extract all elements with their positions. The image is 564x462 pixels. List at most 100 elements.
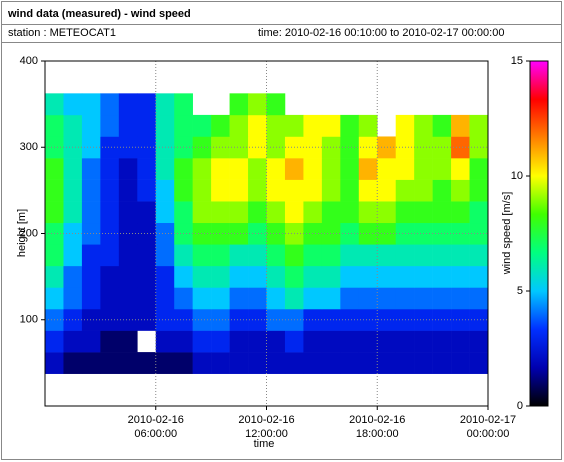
heatmap-cell: [63, 93, 83, 116]
heatmap-cell: [81, 179, 101, 202]
heatmap-cell: [174, 93, 193, 116]
heatmap-cell: [63, 352, 83, 374]
y-tick-label: 200: [20, 227, 38, 239]
heatmap-cell: [266, 244, 286, 267]
heatmap-cell: [137, 201, 157, 224]
heatmap-cell: [63, 114, 83, 137]
heatmap-cell: [100, 265, 120, 288]
heatmap-cell: [229, 265, 249, 288]
heatmap-cell: [137, 244, 157, 267]
heatmap-cell: [248, 201, 267, 224]
heatmap-cell: [81, 114, 101, 137]
heatmap-cell: [63, 179, 83, 202]
heatmap-cell: [137, 136, 157, 159]
heatmap-cell: [303, 352, 323, 374]
heatmap-cell: [358, 244, 378, 267]
heatmap-cell: [81, 330, 101, 353]
heatmap-cell: [63, 265, 83, 288]
heatmap-cell: [321, 114, 341, 137]
colorbar: [529, 60, 549, 407]
heatmap-cell: [137, 179, 157, 202]
heatmap-cell: [174, 352, 193, 374]
heatmap-cell: [174, 179, 193, 202]
heatmap-cell: [266, 330, 286, 353]
heatmap-cell: [192, 330, 212, 353]
heatmap-cell: [321, 201, 341, 224]
heatmap-cell: [358, 114, 378, 137]
heatmap-cell: [432, 265, 452, 288]
station: station : METEOCAT1: [8, 27, 116, 39]
heatmap-cell: [192, 308, 212, 331]
heatmap-cell: [414, 330, 433, 353]
heatmap-cell: [45, 179, 64, 202]
heatmap-cell: [266, 114, 286, 137]
heatmap-cell: [266, 158, 286, 180]
heatmap-cell: [469, 222, 489, 245]
heatmap-cell: [414, 287, 433, 310]
heatmap-cell: [358, 308, 378, 331]
heatmap-cell: [100, 287, 120, 310]
heatmap-cell: [229, 308, 249, 331]
heatmap-cell: [432, 179, 452, 202]
heatmap-cell: [192, 201, 212, 224]
heatmap-cell: [469, 201, 489, 224]
plot-border: [44, 60, 489, 407]
heatmap-cell: [118, 244, 138, 267]
heatmap-cell: [45, 244, 64, 267]
heatmap-cell: [192, 265, 212, 288]
heatmap-cell: [451, 265, 470, 288]
heatmap-cell: [321, 330, 341, 353]
heatmap-cell: [395, 158, 415, 180]
heatmap-cell: [118, 114, 138, 137]
heatmap-cell: [358, 179, 378, 202]
heatmap-cell: [248, 136, 267, 159]
heatmap-cell: [118, 136, 138, 159]
heatmap-cell: [469, 287, 489, 310]
heatmap-cell: [81, 287, 101, 310]
heatmap-cell: [321, 158, 341, 180]
heatmap-cell: [100, 201, 120, 224]
heatmap-cell: [155, 114, 175, 137]
heatmap-cell: [63, 158, 83, 180]
heatmap-cell: [266, 287, 286, 310]
heatmap-cell: [266, 352, 286, 374]
x-tick-label: 2010-02-17 00:00:00: [460, 414, 516, 440]
heatmap-cell: [155, 352, 175, 374]
heatmap-cell: [303, 330, 323, 353]
heatmap-cell: [100, 330, 120, 353]
heatmap-cell: [377, 330, 397, 353]
heatmap-cell: [211, 352, 230, 374]
heatmap-cell: [155, 287, 175, 310]
heatmap-cell: [340, 158, 360, 180]
heatmap-cell: [340, 330, 360, 353]
heatmap-cell: [155, 201, 175, 224]
heatmap-cell: [211, 179, 230, 202]
heatmap-cell: [211, 114, 230, 137]
heatmap-cell: [321, 352, 341, 374]
heatmap-cell: [174, 244, 193, 267]
heatmap-cell: [137, 93, 157, 116]
heatmap-cell: [451, 244, 470, 267]
heatmap-cell: [377, 179, 397, 202]
heatmap-cell: [377, 265, 397, 288]
heatmap-cell: [137, 222, 157, 245]
heatmap-cell: [377, 136, 397, 159]
heatmap-cell: [100, 114, 120, 137]
heatmap-cell: [321, 222, 341, 245]
heatmap-cell: [229, 244, 249, 267]
heatmap-cell: [100, 136, 120, 159]
heatmap-cell: [266, 201, 286, 224]
heatmap-cell: [266, 179, 286, 202]
heatmap-cell: [192, 158, 212, 180]
heatmap-cell: [284, 114, 304, 137]
x-axis-label: time: [254, 438, 275, 450]
heatmap-cell: [63, 244, 83, 267]
heatmap-cell: [358, 201, 378, 224]
heatmap-cell: [469, 330, 489, 353]
heatmap-cell: [100, 179, 120, 202]
heatmap-cell: [155, 330, 175, 353]
heatmap-cell: [81, 201, 101, 224]
heatmap-cell: [340, 179, 360, 202]
heatmap-cell: [284, 158, 304, 180]
y-tick-label: 300: [20, 141, 38, 153]
